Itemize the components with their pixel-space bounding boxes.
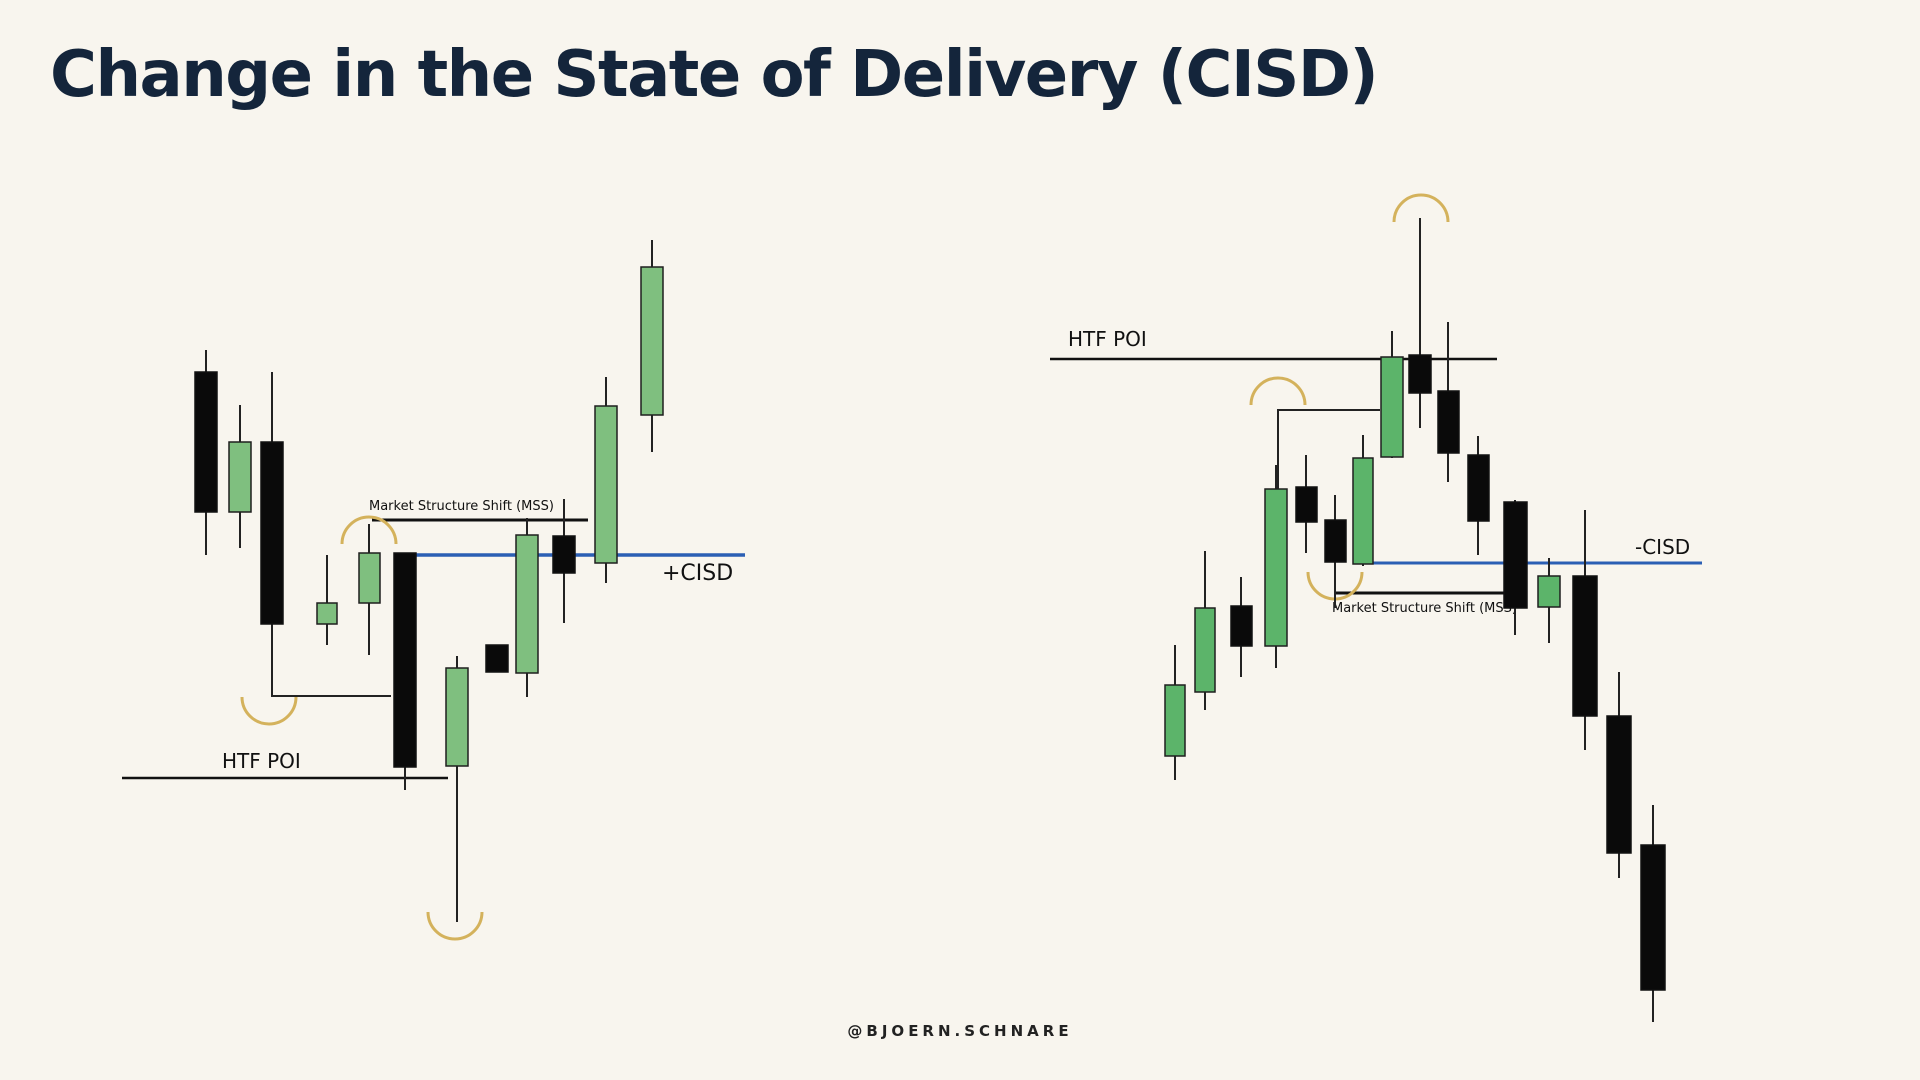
- candle-bearish: [1572, 510, 1598, 750]
- candle-bullish: [228, 405, 252, 548]
- candle-bullish: [1380, 331, 1404, 458]
- left-mss-label: Market Structure Shift (MSS): [369, 499, 554, 514]
- left-swing-low-connector: [271, 622, 391, 697]
- candle-bullish: [640, 240, 664, 452]
- candle-bearish: [194, 350, 218, 555]
- right-mss-label: Market Structure Shift (MSS): [1332, 601, 1517, 616]
- right-swing-marker-high-left: [1249, 376, 1307, 406]
- left-swing-marker-low: [240, 696, 298, 726]
- candle-bearish: [1230, 577, 1253, 677]
- candle-bearish: [552, 499, 576, 623]
- page-title: Change in the State of Delivery (CISD): [50, 38, 1379, 112]
- candle-bearish: [1640, 805, 1666, 1022]
- candle-bearish: [1295, 455, 1318, 553]
- candle-bullish: [1537, 558, 1561, 643]
- right-cisd-label: -CISD: [1635, 535, 1690, 559]
- right-swing-marker-sweep: [1392, 193, 1450, 223]
- candle-bullish: [594, 377, 618, 583]
- candle-bearish: [1324, 495, 1347, 608]
- candle-bearish: [1503, 500, 1528, 635]
- candle-bearish: [485, 644, 509, 673]
- candle-bullish: [515, 518, 539, 697]
- right-swing-high-connector: [1277, 409, 1380, 490]
- candle-bearish: [1467, 436, 1490, 555]
- candle-bearish: [1437, 322, 1460, 482]
- right-htf-poi-label: HTF POI: [1068, 327, 1147, 351]
- right-panel: HTF POI -CISD Market Structure Shift (MS…: [1050, 193, 1702, 1022]
- candle-bearish: [1606, 672, 1632, 878]
- candle-bullish: [1352, 435, 1374, 566]
- candle-bearish: [393, 552, 417, 790]
- candle-bullish: [1164, 645, 1186, 780]
- candle-bearish: [1408, 218, 1432, 428]
- candle-bearish: [260, 372, 284, 625]
- candle-bullish: [316, 555, 338, 645]
- left-swing-marker-high: [340, 515, 398, 545]
- footer-handle: @BJOERN.SCHNARE: [847, 1022, 1073, 1040]
- candle-bullish: [445, 656, 469, 922]
- left-panel: HTF POI Market Structure Shift (MSS) +CI…: [122, 240, 745, 941]
- candle-bullish: [1194, 551, 1216, 710]
- left-cisd-label: +CISD: [662, 561, 733, 586]
- candle-bullish: [1264, 465, 1288, 668]
- left-swing-marker-sweep: [426, 911, 484, 941]
- candle-bullish: [358, 524, 381, 655]
- left-htf-poi-label: HTF POI: [222, 749, 301, 773]
